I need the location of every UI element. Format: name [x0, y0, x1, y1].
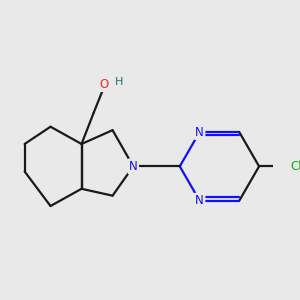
- Text: N: N: [129, 160, 138, 173]
- Text: N: N: [195, 194, 204, 207]
- Text: Cl: Cl: [290, 160, 300, 173]
- Text: N: N: [195, 125, 204, 139]
- Text: H: H: [115, 77, 123, 87]
- Text: O: O: [99, 78, 109, 91]
